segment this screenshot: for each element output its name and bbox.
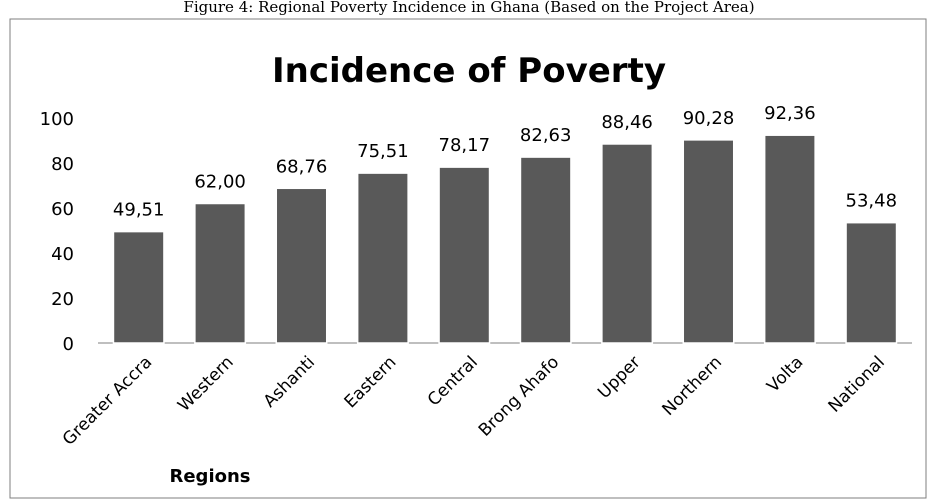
x-axis-label: Regions <box>169 466 250 487</box>
bar <box>682 139 735 344</box>
data-label: 78,17 <box>439 135 491 156</box>
bar <box>601 143 654 344</box>
bar <box>519 156 572 344</box>
data-label: 82,63 <box>520 125 572 146</box>
data-label: 75,51 <box>357 141 409 162</box>
bar <box>845 221 898 344</box>
bars <box>112 134 898 344</box>
y-tick-label: 20 <box>51 289 74 310</box>
chart-border <box>9 18 927 499</box>
bar <box>112 230 165 344</box>
data-labels: 49,51 62,00 68,76 75,51 78,17 82,63 88,46 90,28… <box>113 103 897 220</box>
data-label: 68,76 <box>276 156 328 177</box>
figure-caption: Figure 4: Regional Poverty Incidence in … <box>183 0 754 16</box>
y-tick-label: 100 <box>40 109 74 130</box>
bar <box>763 134 816 344</box>
bar <box>194 202 247 344</box>
y-tick-label: 40 <box>51 244 74 265</box>
bar <box>275 187 328 344</box>
y-tick-label: 80 <box>51 154 74 175</box>
y-tick-label: 60 <box>51 199 74 220</box>
data-label: 62,00 <box>194 172 246 193</box>
chart-title: Incidence of Poverty <box>272 51 666 91</box>
data-label: 49,51 <box>113 200 165 221</box>
data-label: 92,36 <box>764 103 816 124</box>
y-tick-label: 0 <box>63 334 74 355</box>
data-label: 53,48 <box>846 191 898 212</box>
bar <box>356 172 409 344</box>
data-label: 90,28 <box>683 108 735 129</box>
bar <box>438 166 491 344</box>
data-label: 88,46 <box>601 112 653 133</box>
